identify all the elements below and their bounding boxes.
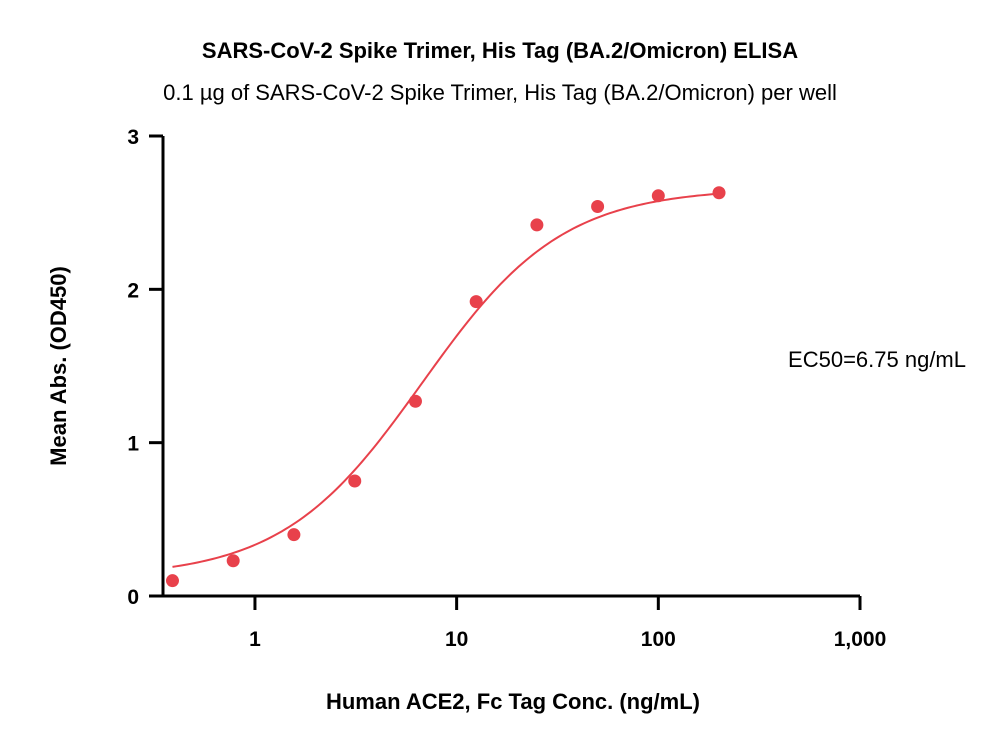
data-point xyxy=(651,189,665,203)
y-axis: 0 1 2 3 xyxy=(127,126,165,609)
chart-title: SARS-CoV-2 Spike Trimer, His Tag (BA.2/O… xyxy=(202,38,798,63)
x-tick-label: 100 xyxy=(641,628,676,651)
y-axis-label: Mean Abs. (OD450) xyxy=(46,266,71,466)
data-point xyxy=(408,394,422,408)
data-point xyxy=(712,186,726,200)
data-point xyxy=(530,218,544,232)
x-tick-label: 1,000 xyxy=(834,628,887,651)
x-ticks: 1 10 100 1,000 xyxy=(249,596,886,651)
y-ticks: 0 1 2 3 xyxy=(127,126,163,609)
data-point xyxy=(469,295,483,309)
data-point xyxy=(591,200,605,214)
y-tick-label: 1 xyxy=(127,433,139,456)
ec50-annotation: EC50=6.75 ng/mL xyxy=(788,347,966,372)
x-tick-label: 10 xyxy=(445,628,468,651)
x-tick-label: 1 xyxy=(249,628,261,651)
x-axis-label: Human ACE2, Fc Tag Conc. (ng/mL) xyxy=(326,689,700,714)
y-tick-label: 0 xyxy=(127,586,139,609)
data-points xyxy=(165,186,726,588)
data-point xyxy=(348,474,362,488)
chart-subtitle: 0.1 µg of SARS-CoV-2 Spike Trimer, His T… xyxy=(163,80,837,105)
data-point xyxy=(287,528,301,542)
y-tick-label: 2 xyxy=(127,279,139,302)
data-point xyxy=(226,554,240,568)
y-tick-label: 3 xyxy=(127,126,139,149)
data-point xyxy=(165,574,179,588)
fit-curve-line xyxy=(172,192,720,568)
x-axis: 1 10 100 1,000 xyxy=(162,594,886,651)
